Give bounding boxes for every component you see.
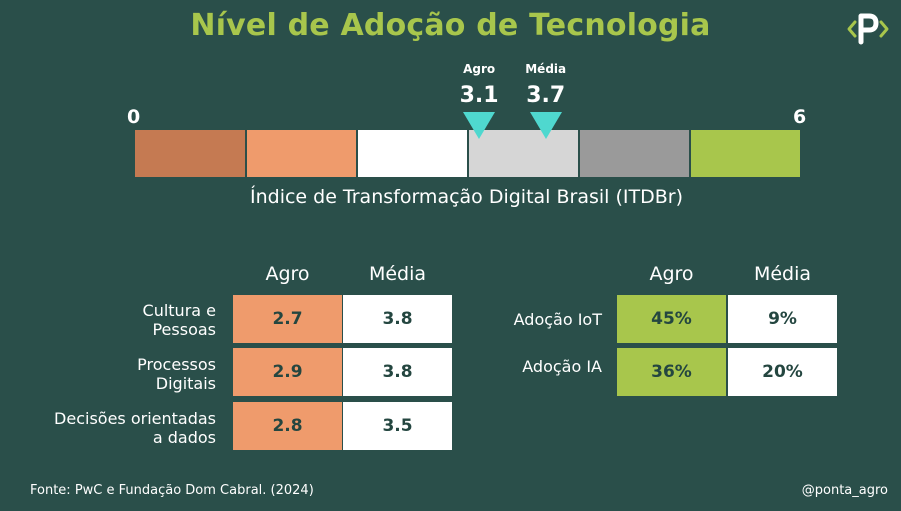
dimension-row-label: Decisões orientadas a dados bbox=[54, 409, 216, 447]
dimension-cell-media: 3.8 bbox=[343, 348, 452, 396]
dimension-cell-media: 3.8 bbox=[343, 295, 452, 343]
adoption-cell-agro: 45% bbox=[617, 295, 726, 343]
adoption-cell-media: 20% bbox=[728, 348, 837, 396]
dimension-cell-media: 3.5 bbox=[343, 402, 452, 450]
dimension-cell-agro: 2.9 bbox=[233, 348, 342, 396]
scale-band bbox=[358, 130, 467, 177]
adoption-row-label: Adoção IoT bbox=[513, 310, 602, 329]
marker-series-label: Média bbox=[525, 62, 567, 76]
adoption-cell-media: 9% bbox=[728, 295, 837, 343]
p-code-logo-icon bbox=[847, 13, 889, 45]
marker-arrow bbox=[529, 112, 562, 139]
marker-series-label: Agro bbox=[463, 62, 496, 76]
source-note: Fonte: PwC e Fundação Dom Cabral. (2024) bbox=[30, 483, 314, 498]
dimension-col-media: Média bbox=[368, 263, 427, 285]
scale-caption: Índice de Transformação Digital Brasil (… bbox=[249, 186, 683, 208]
scale-band bbox=[691, 130, 800, 177]
social-handle: @ponta_agro bbox=[801, 483, 888, 498]
scale-max-label: 6 bbox=[793, 106, 807, 128]
dimension-cell-agro: 2.8 bbox=[233, 402, 342, 450]
scale-band bbox=[580, 130, 689, 177]
dimension-row-label: Processos Digitais bbox=[137, 355, 216, 393]
scale-min-label: 0 bbox=[127, 106, 141, 128]
page-title: Nível de Adoção de Tecnologia bbox=[190, 8, 711, 43]
dimension-col-agro: Agro bbox=[265, 263, 310, 285]
marker-arrow bbox=[463, 112, 496, 139]
adoption-row-label: Adoção IA bbox=[522, 357, 602, 376]
adoption-col-agro: Agro bbox=[649, 263, 694, 285]
dimension-row-label: Cultura e Pessoas bbox=[142, 301, 216, 339]
marker-value-label: 3.1 bbox=[459, 83, 499, 108]
marker-value-label: 3.7 bbox=[526, 83, 566, 108]
dimension-cell-agro: 2.7 bbox=[233, 295, 342, 343]
scale-band bbox=[247, 130, 356, 177]
adoption-col-media: Média bbox=[753, 263, 812, 285]
scale-band bbox=[135, 130, 245, 177]
adoption-cell-agro: 36% bbox=[617, 348, 726, 396]
